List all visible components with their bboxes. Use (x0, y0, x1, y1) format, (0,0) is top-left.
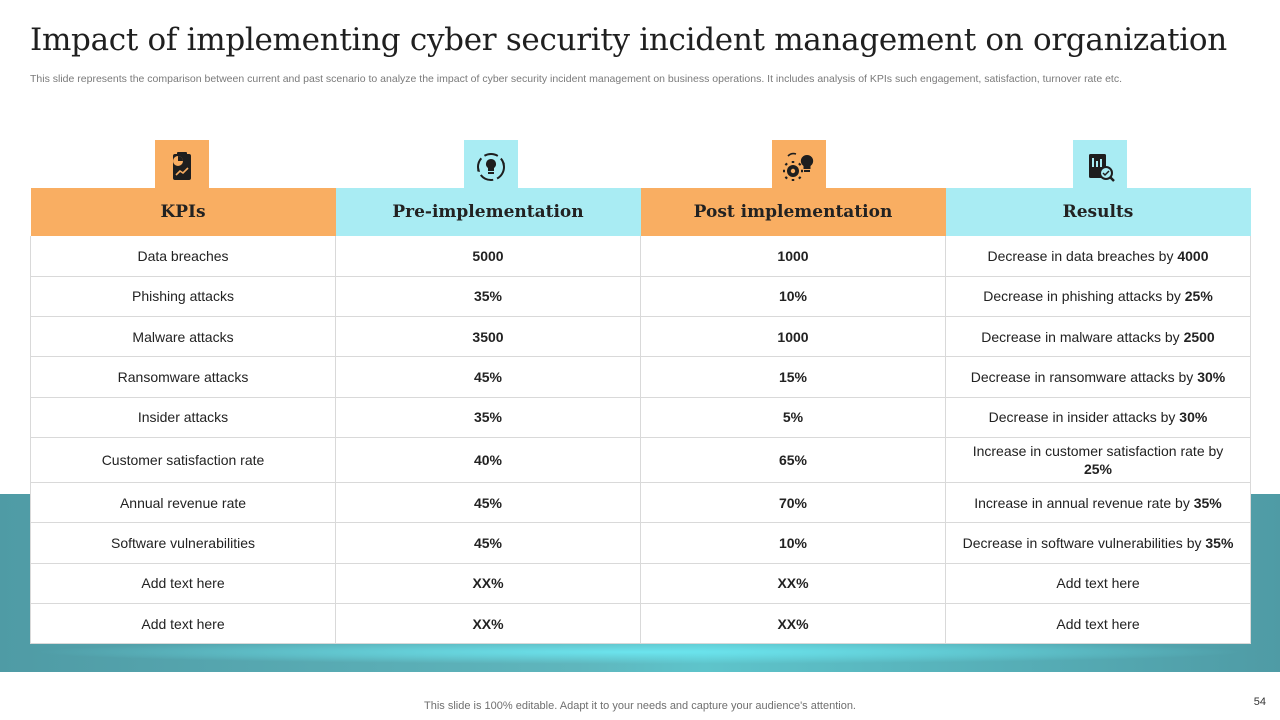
result-text: Increase in customer satisfaction rate b… (972, 442, 1224, 459)
pre-value-cell: XX% (335, 563, 641, 604)
result-cell: Decrease in data breaches by 4000 (945, 236, 1251, 277)
result-cell: Decrease in ransomware attacks by 30% (945, 356, 1251, 398)
pre-value-cell: 40% (335, 437, 641, 483)
slide-footer: This slide is 100% editable. Adapt it to… (424, 700, 856, 712)
table-row: Malware attacks 3500 1000 Decrease in ma… (30, 316, 1251, 358)
pre-value-cell: 45% (335, 356, 641, 398)
post-value-cell: 5% (640, 397, 946, 438)
result-cell: Add text here (945, 603, 1251, 645)
header-results: Results (945, 188, 1251, 236)
table-row: Software vulnerabilities 45% 10% Decreas… (30, 522, 1251, 564)
header-kpis: KPIs (30, 188, 336, 236)
page-number: 54 (1253, 696, 1266, 708)
result-value: 35% (1205, 534, 1234, 551)
post-value-cell: 10% (640, 522, 946, 564)
result-value: 4000 (1177, 247, 1209, 264)
pre-value-cell: 45% (335, 522, 641, 564)
result-value: 2500 (1183, 328, 1215, 345)
result-cell: Add text here (945, 563, 1251, 604)
report-search-icon (1073, 140, 1127, 194)
clipboard-chart-icon (155, 140, 209, 194)
kpi-cell: Software vulnerabilities (30, 522, 336, 564)
kpi-cell: Phishing attacks (30, 276, 336, 318)
result-value: 30% (1179, 409, 1208, 426)
table-row: Data breaches 5000 1000 Decrease in data… (30, 236, 1251, 277)
pre-value-cell: 35% (335, 397, 641, 438)
table-row: Phishing attacks 35% 10% Decrease in phi… (30, 276, 1251, 318)
post-value-cell: 1000 (640, 316, 946, 358)
header-post-implementation: Post implementation (640, 188, 946, 236)
result-text: Decrease in ransomware attacks by (970, 369, 1198, 386)
pre-value-cell: 3500 (335, 316, 641, 358)
slide-subtitle: This slide represents the comparison bet… (30, 73, 1122, 85)
kpi-cell: Annual revenue rate (30, 482, 336, 524)
result-text: Decrease in insider attacks by (988, 409, 1180, 426)
table-row: Customer satisfaction rate 40% 65% Incre… (30, 437, 1251, 483)
result-text: Add text here (1056, 575, 1140, 592)
result-cell: Decrease in malware attacks by 2500 (945, 316, 1251, 358)
kpi-comparison-table: KPIs Pre-implementation Post implementat… (30, 188, 1251, 645)
post-value-cell: 1000 (640, 236, 946, 277)
gears-bulb-icon (772, 140, 826, 194)
slide-title: Impact of implementing cyber security in… (30, 22, 1227, 58)
post-value-cell: XX% (640, 603, 946, 645)
result-text: Decrease in phishing attacks by (983, 288, 1185, 305)
post-value-cell: 70% (640, 482, 946, 524)
post-value-cell: 65% (640, 437, 946, 483)
kpi-cell: Insider attacks (30, 397, 336, 438)
kpi-cell: Data breaches (30, 236, 336, 277)
table-row: Ransomware attacks 45% 15% Decrease in r… (30, 356, 1251, 398)
post-value-cell: XX% (640, 563, 946, 604)
table-header-row: KPIs Pre-implementation Post implementat… (30, 188, 1251, 236)
result-text: Increase in annual revenue rate by (974, 494, 1194, 511)
result-value: 25% (1184, 288, 1213, 305)
table-row: Add text here XX% XX% Add text here (30, 603, 1251, 645)
result-value: 25% (1083, 460, 1113, 477)
pre-value-cell: 5000 (335, 236, 641, 277)
header-pre-implementation: Pre-implementation (335, 188, 641, 236)
result-value: 35% (1193, 494, 1222, 511)
kpi-cell: Add text here (30, 563, 336, 604)
table-row: Insider attacks 35% 5% Decrease in insid… (30, 397, 1251, 438)
table-row: Annual revenue rate 45% 70% Increase in … (30, 482, 1251, 524)
result-text: Decrease in software vulnerabilities by (962, 534, 1206, 551)
pre-value-cell: XX% (335, 603, 641, 645)
kpi-cell: Malware attacks (30, 316, 336, 358)
post-value-cell: 15% (640, 356, 946, 398)
result-text: Add text here (1056, 615, 1140, 632)
result-text: Decrease in malware attacks by (981, 328, 1184, 345)
lightbulb-cycle-icon (464, 140, 518, 194)
result-cell: Decrease in software vulnerabilities by … (945, 522, 1251, 564)
kpi-cell: Add text here (30, 603, 336, 645)
kpi-cell: Ransomware attacks (30, 356, 336, 398)
kpi-cell: Customer satisfaction rate (30, 437, 336, 483)
pre-value-cell: 35% (335, 276, 641, 318)
result-cell: Decrease in phishing attacks by 25% (945, 276, 1251, 318)
result-cell: Increase in customer satisfaction rate b… (945, 437, 1251, 483)
pre-value-cell: 45% (335, 482, 641, 524)
result-value: 30% (1197, 369, 1226, 386)
result-cell: Increase in annual revenue rate by 35% (945, 482, 1251, 524)
post-value-cell: 10% (640, 276, 946, 318)
result-text: Decrease in data breaches by (987, 247, 1178, 264)
table-row: Add text here XX% XX% Add text here (30, 563, 1251, 604)
result-cell: Decrease in insider attacks by 30% (945, 397, 1251, 438)
